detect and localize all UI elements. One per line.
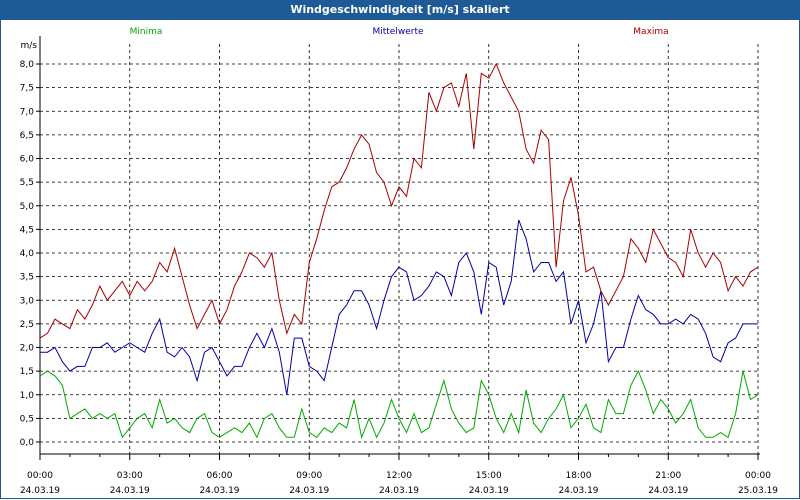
x-tick-date: 24.03.19 [379,486,419,496]
x-tick-date: 25.03.19 [738,486,778,496]
x-tick-date: 24.03.19 [558,486,598,496]
y-tick-label: 7,5 [20,84,34,94]
y-tick-label: 2,0 [20,344,35,354]
x-tick-date: 24.03.19 [289,486,329,496]
y-tick-label: 3,0 [20,296,35,306]
x-tick-time: 06:00 [207,471,233,481]
x-tick-time: 03:00 [117,471,143,481]
legend-maxima: Maxima [633,27,668,37]
y-tick-label: 6,5 [20,131,34,141]
series-group [39,62,759,440]
x-tick-time: 09:00 [296,471,322,481]
x-tick-time: 00:00 [27,471,53,481]
y-tick-label: 0,5 [20,414,34,424]
grid [39,44,760,454]
y-axis-label: m/s [21,41,38,51]
x-tick-date: 24.03.19 [648,486,688,496]
x-tick-time: 00:00 [745,471,771,481]
y-tick-label: 2,5 [20,320,34,330]
legend-minima: Minima [130,27,163,37]
y-tick-label: 1,5 [20,367,34,377]
y-tick-label: 4,5 [20,225,34,235]
legend-mittelwerte: Mittelwerte [372,27,423,37]
x-tick-time: 15:00 [476,471,502,481]
y-tick-label: 1,0 [20,391,35,401]
x-tick-time: 21:00 [655,471,681,481]
y-tick-label: 6,0 [20,155,35,165]
x-tick-date: 24.03.19 [199,486,239,496]
y-tick-label: 4,0 [20,249,35,259]
y-tick-label: 0,0 [20,438,35,448]
legend: Minima Mittelwerte Maxima [130,27,669,37]
series-line-minima [39,369,759,440]
chart-title: Windgeschwindigkeit [m/s] skaliert [0,0,800,20]
series-line-mittelwerte [40,219,758,395]
y-tick-label: 7,0 [20,107,35,117]
x-tick-time: 12:00 [386,471,412,481]
axes: 0,0 0,5 1,0 1,5 2,0 2,5 3,0 3,5 4,0 4,5 5,0 5,5 6,0 6… [20,36,778,496]
x-tick-date: 24.03.19 [110,486,150,496]
y-tick-label: 5,0 [20,202,35,212]
x-tick-date: 24.03.19 [20,486,60,496]
x-tick-date: 24.03.19 [469,486,509,496]
y-tick-label: 3,5 [20,273,34,283]
series-line-maxima [39,62,759,339]
x-tick-time: 18:00 [566,471,592,481]
y-tick-label: 8,0 [20,60,35,70]
y-tick-label: 5,5 [20,178,34,188]
